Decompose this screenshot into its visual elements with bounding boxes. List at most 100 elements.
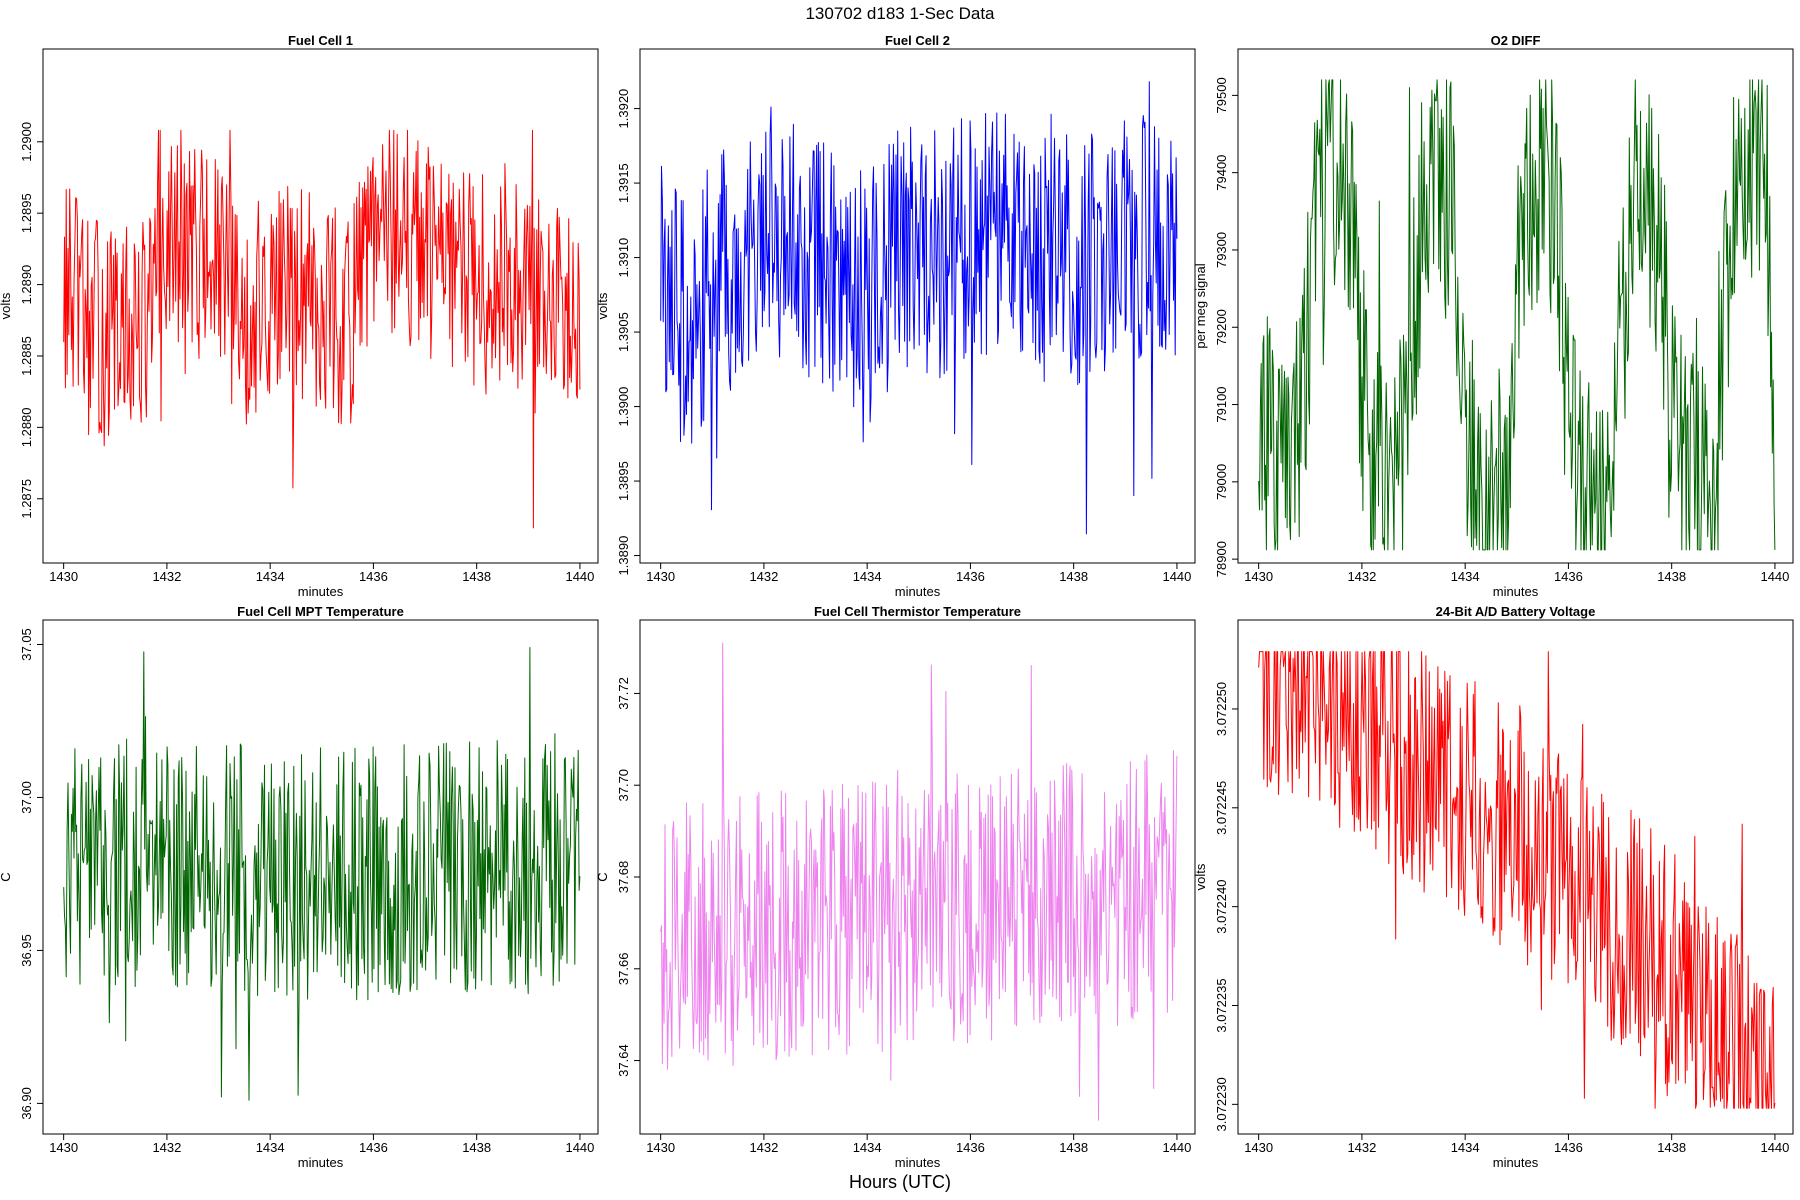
x-tick-label: 1436 [359, 1140, 388, 1155]
plot-frame [42, 48, 599, 564]
y-axis-label: volts [1193, 863, 1208, 890]
plot-frame [639, 48, 1196, 564]
y-tick-label: 1.2880 [19, 407, 34, 447]
chart-panel-o2: O2 DIFF minutes per meg signal 1430 1432 1434… [1193, 33, 1794, 599]
x-tick-label: 1440 [565, 569, 594, 584]
y-tick-label: 1.3905 [616, 312, 631, 352]
x-tick-label: 1440 [565, 1140, 594, 1155]
y-tick-label: 1.2885 [19, 336, 34, 376]
y-tick-label: 37.72 [616, 677, 631, 710]
x-tick-label: 1436 [956, 569, 985, 584]
x-tick-label: 1438 [1657, 1140, 1686, 1155]
x-tick-label: 1430 [646, 569, 675, 584]
chart-title: Fuel Cell 1 [288, 33, 353, 48]
y-tick-label: 3.072240 [1214, 880, 1229, 934]
y-tick-label: 3.072245 [1214, 781, 1229, 835]
x-tick-label: 1440 [1760, 569, 1789, 584]
chart-title: O2 DIFF [1491, 33, 1541, 48]
y-tick-label: 1.3890 [616, 536, 631, 576]
x-tick-label: 1432 [152, 569, 181, 584]
y-tick-label: 79000 [1214, 464, 1229, 500]
x-tick-label: 1440 [1162, 569, 1191, 584]
x-tick-label: 1438 [462, 1140, 491, 1155]
y-tick-label: 78900 [1214, 541, 1229, 577]
y-tick-label: 3.072250 [1214, 682, 1229, 736]
x-tick-label: 1434 [256, 569, 285, 584]
x-tick-label: 1436 [359, 569, 388, 584]
y-tick-label: 3.072230 [1214, 1077, 1229, 1131]
series-line [1258, 79, 1776, 551]
chart-title: 24-Bit A/D Battery Voltage [1436, 604, 1596, 619]
x-tick-label: 1436 [1554, 1140, 1583, 1155]
y-tick-label: 79500 [1214, 77, 1229, 113]
plot-frame [42, 619, 599, 1135]
plot-frame [1237, 619, 1794, 1135]
x-tick-label: 1436 [956, 1140, 985, 1155]
x-tick-label: 1434 [1451, 1140, 1480, 1155]
x-tick-label: 1434 [1451, 569, 1480, 584]
x-tick-label: 1438 [1059, 569, 1088, 584]
x-tick-label: 1438 [1059, 1140, 1088, 1155]
y-tick-label: 1.2900 [19, 122, 34, 162]
y-tick-label: 79300 [1214, 232, 1229, 268]
plot-frame [639, 619, 1196, 1135]
x-tick-label: 1436 [1554, 569, 1583, 584]
x-tick-label: 1434 [853, 569, 882, 584]
y-tick-label: 1.3900 [616, 387, 631, 427]
x-tick-label: 1434 [853, 1140, 882, 1155]
series-line [1258, 651, 1776, 1109]
y-tick-label: 37.66 [616, 953, 631, 986]
figure-footer: Hours (UTC) [849, 1172, 951, 1192]
x-tick-label: 1434 [256, 1140, 285, 1155]
plot-frame [1237, 48, 1794, 564]
chart-panel-fc1: Fuel Cell 1 minutes volts 1430 1432 1434 1436 1… [0, 33, 599, 599]
y-tick-label: 37.68 [616, 861, 631, 894]
y-axis-label: volts [0, 292, 13, 319]
x-tick-label: 1430 [49, 1140, 78, 1155]
x-tick-label: 1438 [1657, 569, 1686, 584]
chart-panel-therm: Fuel Cell Thermistor Temperature minutes C… [595, 604, 1196, 1170]
series-line [63, 129, 581, 529]
y-tick-label: 37.70 [616, 769, 631, 802]
x-tick-label: 1440 [1162, 1140, 1191, 1155]
y-tick-label: 36.90 [19, 1087, 34, 1120]
x-axis-label: minutes [895, 1155, 941, 1170]
x-tick-label: 1432 [749, 1140, 778, 1155]
x-tick-label: 1430 [49, 569, 78, 584]
x-tick-label: 1440 [1760, 1140, 1789, 1155]
x-tick-label: 1430 [646, 1140, 675, 1155]
y-tick-label: 1.3910 [616, 238, 631, 278]
y-tick-label: 37.00 [19, 781, 34, 814]
x-axis-label: minutes [298, 584, 344, 599]
x-tick-label: 1432 [749, 569, 778, 584]
y-tick-label: 79200 [1214, 309, 1229, 345]
y-tick-label: 36.95 [19, 934, 34, 967]
x-tick-label: 1432 [1347, 569, 1376, 584]
series-line [660, 642, 1178, 1121]
series-line [63, 647, 581, 1101]
y-axis-label: C [0, 872, 13, 881]
x-tick-label: 1430 [1244, 1140, 1273, 1155]
y-tick-label: 1.2895 [19, 193, 34, 233]
y-tick-label: 1.2875 [19, 479, 34, 519]
y-tick-label: 3.072235 [1214, 978, 1229, 1032]
y-tick-label: 1.3920 [616, 89, 631, 129]
x-axis-label: minutes [1493, 584, 1539, 599]
y-axis-label: volts [595, 292, 610, 319]
y-tick-label: 1.3895 [616, 461, 631, 501]
y-tick-label: 1.2890 [19, 265, 34, 305]
y-axis-label: per meg signal [1193, 263, 1208, 348]
y-axis-label: C [595, 872, 610, 881]
y-tick-label: 1.3915 [616, 163, 631, 203]
series-line [660, 81, 1178, 535]
y-tick-label: 79100 [1214, 386, 1229, 422]
chart-panel-mpt: Fuel Cell MPT Temperature minutes C 1430 143… [0, 604, 599, 1170]
x-axis-label: minutes [298, 1155, 344, 1170]
chart-title: Fuel Cell Thermistor Temperature [814, 604, 1021, 619]
x-tick-label: 1430 [1244, 569, 1273, 584]
chart-title: Fuel Cell MPT Temperature [237, 604, 404, 619]
x-axis-label: minutes [1493, 1155, 1539, 1170]
y-tick-label: 79400 [1214, 155, 1229, 191]
x-tick-label: 1432 [152, 1140, 181, 1155]
chart-title: Fuel Cell 2 [885, 33, 950, 48]
